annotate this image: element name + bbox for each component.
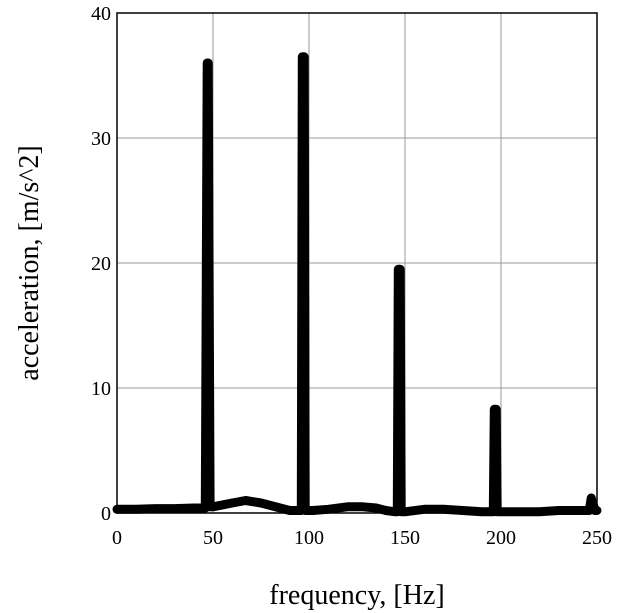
x-axis-label: frequency, [Hz] xyxy=(269,580,444,611)
x-tick-labels: 0 50 100 150 200 250 xyxy=(112,527,612,549)
y-axis-label: acceleration, [m/s^2] xyxy=(14,145,45,380)
x-tick-label: 100 xyxy=(294,527,324,549)
grid xyxy=(117,13,597,513)
x-tick-label: 200 xyxy=(486,527,516,549)
plot-frame xyxy=(116,12,598,514)
y-tick-label: 10 xyxy=(91,378,111,400)
x-tick-label: 0 xyxy=(112,527,122,549)
y-tick-label: 40 xyxy=(91,3,111,25)
y-tick-labels: 0 10 20 30 40 xyxy=(91,3,111,525)
y-tick-label: 30 xyxy=(91,128,111,150)
y-tick-label: 20 xyxy=(91,253,111,275)
y-tick-label: 0 xyxy=(101,503,111,525)
x-tick-label: 250 xyxy=(582,527,612,549)
spectrum-line xyxy=(112,52,602,517)
series-layer xyxy=(112,52,602,517)
x-tick-label: 50 xyxy=(203,527,223,549)
x-tick-label: 150 xyxy=(390,527,420,549)
